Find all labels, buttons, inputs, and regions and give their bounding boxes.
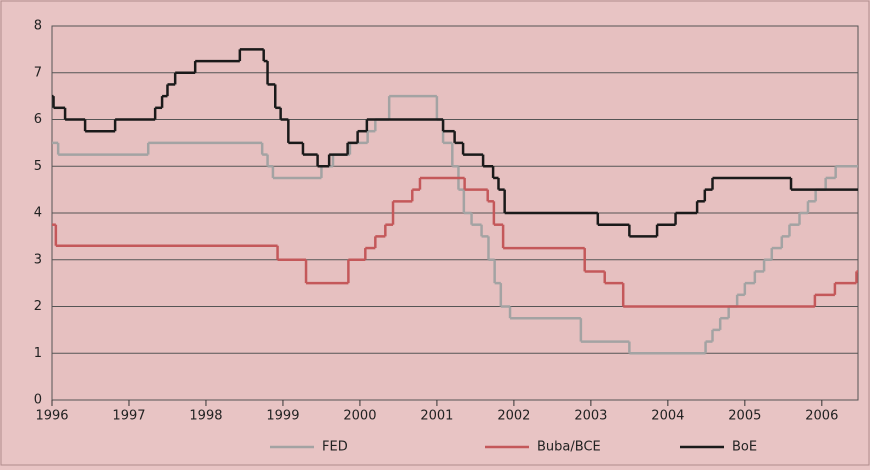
x-tick-label: 2000 — [343, 409, 376, 424]
x-tick-label: 2006 — [805, 409, 838, 424]
x-tick-label: 2001 — [420, 409, 453, 424]
y-tick-label: 6 — [34, 112, 42, 127]
legend-label: Buba/BCE — [537, 440, 601, 455]
y-tick-label: 0 — [34, 393, 42, 408]
y-tick-label: 2 — [34, 299, 42, 314]
y-tick-label: 1 — [34, 346, 42, 361]
x-tick-label: 1996 — [35, 409, 68, 424]
x-tick-label: 2004 — [651, 409, 684, 424]
y-tick-label: 8 — [34, 19, 42, 34]
y-tick-label: 3 — [34, 252, 42, 267]
legend-label: BoE — [732, 440, 757, 455]
x-tick-label: 1999 — [266, 409, 299, 424]
x-tick-label: 2003 — [574, 409, 607, 424]
x-tick-label: 1998 — [189, 409, 222, 424]
y-tick-label: 4 — [34, 206, 42, 221]
x-tick-label: 2005 — [728, 409, 761, 424]
x-tick-label: 2002 — [497, 409, 530, 424]
y-tick-label: 7 — [34, 65, 42, 80]
y-tick-label: 5 — [34, 159, 42, 174]
legend-label: FED — [322, 440, 348, 455]
x-tick-label: 1997 — [112, 409, 145, 424]
